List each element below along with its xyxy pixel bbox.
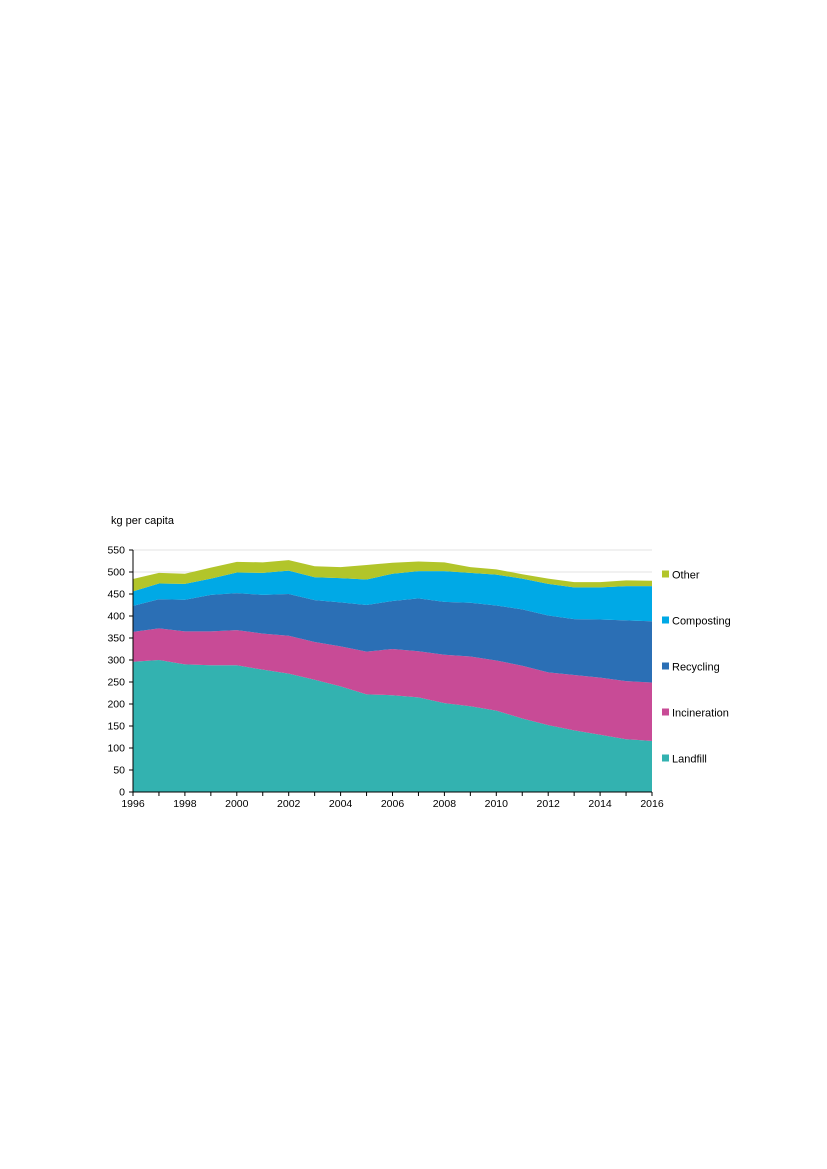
area-other <box>133 560 652 592</box>
y-tick-labels: 0 50 100 150 200 250 300 350 400 450 500 550 <box>107 545 125 799</box>
y-tick-label: 0 <box>119 787 125 799</box>
x-tick-label: 2002 <box>277 798 301 810</box>
area-composting <box>133 570 652 622</box>
x-tick-label: 2016 <box>640 798 664 810</box>
legend-label-incineration: Incineration <box>672 708 729 720</box>
legend-label-other: Other <box>672 570 700 582</box>
area-recycling <box>133 593 652 683</box>
x-tick-label: 2000 <box>225 798 249 810</box>
legend-swatch-other <box>662 570 669 578</box>
y-tick-label: 300 <box>107 655 125 667</box>
y-tick-label: 350 <box>107 633 125 645</box>
x-tick-labels: 1996 1998 2000 2002 2004 2006 2008 2010 2012 2014… <box>121 798 664 810</box>
x-tick-label: 2012 <box>537 798 561 810</box>
x-tick-label: 1996 <box>121 798 145 810</box>
area-incineration <box>133 628 652 741</box>
y-tick-label: 400 <box>107 611 125 623</box>
legend-swatch-incineration <box>662 708 669 716</box>
x-tick-label: 2006 <box>381 798 405 810</box>
y-tick-label: 550 <box>107 545 125 557</box>
x-tick-label: 1998 <box>173 798 197 810</box>
legend: Other Composting Recycling Incineration Land… <box>662 570 731 766</box>
x-tick-label: 2010 <box>485 798 509 810</box>
y-tick-label: 450 <box>107 589 125 601</box>
area-series <box>133 560 652 792</box>
legend-label-landfill: Landfill <box>672 754 707 766</box>
y-tick-label: 250 <box>107 677 125 689</box>
y-tick-label: 100 <box>107 743 125 755</box>
y-tick-label: 150 <box>107 721 125 733</box>
axes <box>129 549 653 796</box>
legend-swatch-recycling <box>662 662 669 670</box>
y-tick-label: 500 <box>107 567 125 579</box>
legend-swatch-composting <box>662 616 669 624</box>
x-tick-label: 2014 <box>588 798 612 810</box>
x-tick-label: 2008 <box>433 798 457 810</box>
y-axis-label: kg per capita <box>111 515 175 527</box>
x-tick-label: 2004 <box>329 798 353 810</box>
y-tick-label: 50 <box>113 765 125 777</box>
legend-label-recycling: Recycling <box>672 662 720 674</box>
y-tick-label: 200 <box>107 699 125 711</box>
area-landfill <box>133 660 652 792</box>
legend-label-composting: Composting <box>672 616 731 628</box>
legend-swatch-landfill <box>662 754 669 762</box>
